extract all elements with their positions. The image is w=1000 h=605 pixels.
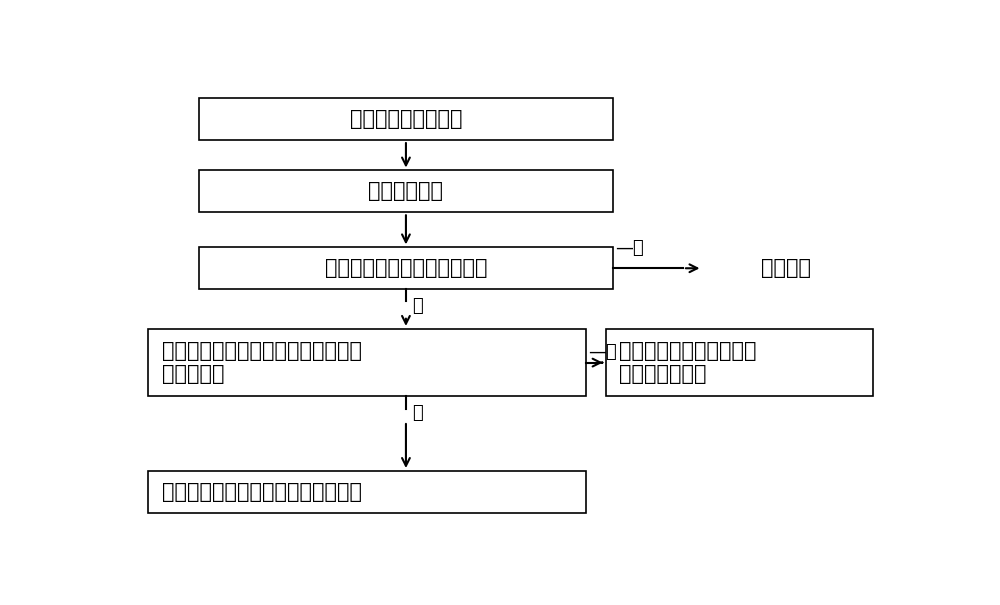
Text: —否: —否 — [588, 344, 617, 361]
FancyBboxPatch shape — [606, 329, 873, 396]
Text: 是: 是 — [412, 404, 422, 422]
Text: 是: 是 — [412, 298, 422, 315]
Text: 安装急救装置并开机: 安装急救装置并开机 — [350, 109, 462, 129]
Text: 采集心电信号，判别患者是否处于可
电击状态？: 采集心电信号，判别患者是否处于可 电击状态？ — [162, 341, 362, 384]
Text: 识别电极片类型，输出自
动心肺复苏模式: 识别电极片类型，输出自 动心肺复苏模式 — [619, 341, 757, 384]
Text: 采集患者阻抗: 采集患者阻抗 — [368, 182, 443, 201]
Text: 发出报警: 发出报警 — [761, 258, 810, 278]
Text: 识别电极片类型，输出自动除颤模式: 识别电极片类型，输出自动除颤模式 — [162, 482, 362, 502]
FancyBboxPatch shape — [199, 171, 613, 212]
FancyBboxPatch shape — [199, 98, 613, 140]
FancyBboxPatch shape — [199, 247, 613, 289]
FancyBboxPatch shape — [148, 471, 586, 513]
Text: 阻抗是否在预设阻抗范围内？: 阻抗是否在预设阻抗范围内？ — [325, 258, 487, 278]
Text: —否: —否 — [616, 238, 644, 257]
FancyBboxPatch shape — [148, 329, 586, 396]
